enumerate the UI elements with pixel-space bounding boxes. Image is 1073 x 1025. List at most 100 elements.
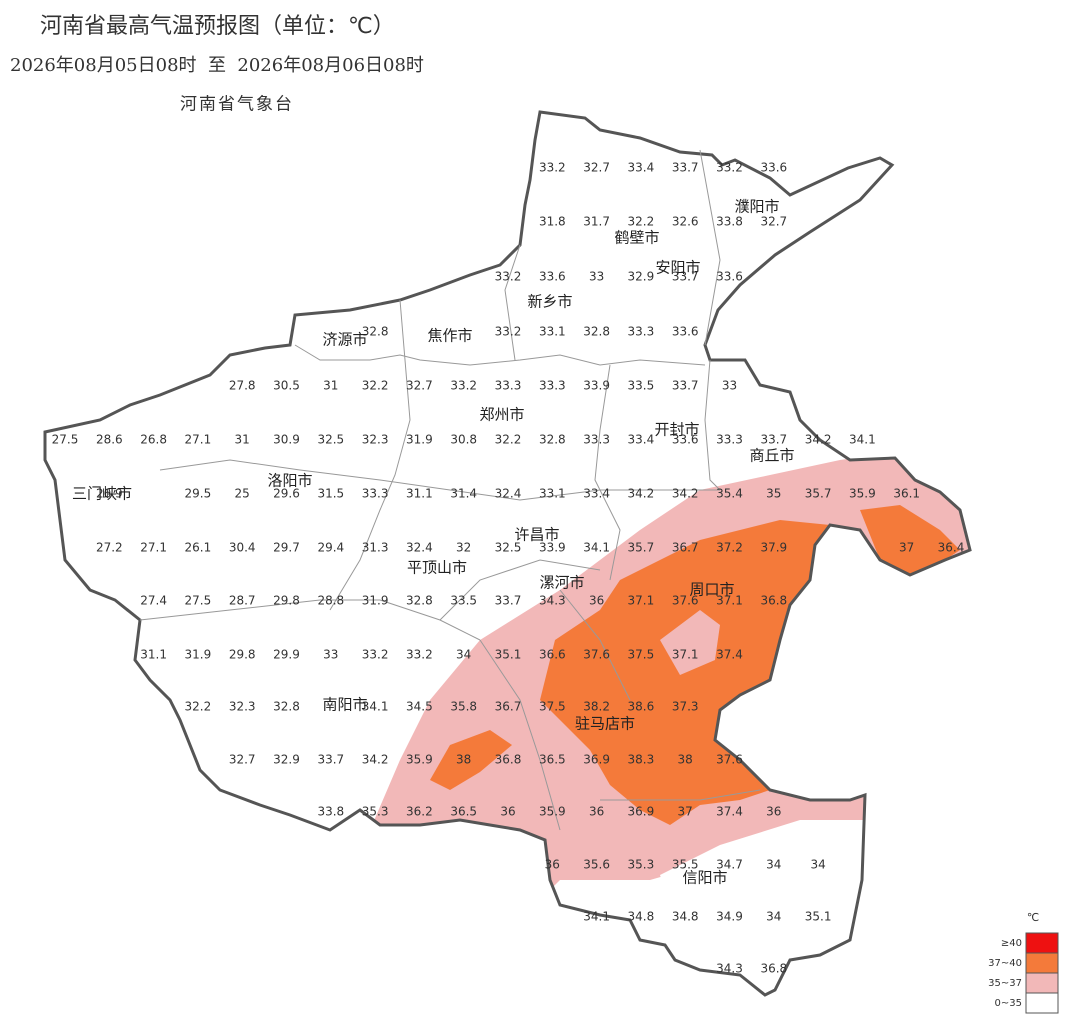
temperature-value: 37 <box>678 805 693 819</box>
temperature-value: 36.7 <box>672 541 699 555</box>
temperature-value: 30.9 <box>273 433 300 447</box>
legend-swatch <box>1025 932 1059 954</box>
temperature-value: 35.9 <box>539 805 566 819</box>
temperature-value: 34.3 <box>716 962 743 976</box>
temperature-value: 35.7 <box>628 541 655 555</box>
temperature-value: 32.2 <box>362 379 389 393</box>
city-label: 驻马店市 <box>575 715 635 733</box>
period: 2026年08月05日08时 至 2026年08月06日08时 <box>10 55 424 76</box>
temperature-value: 31.9 <box>185 648 212 662</box>
city-label: 洛阳市 <box>267 472 312 490</box>
temperature-value: 31.1 <box>406 487 433 501</box>
temperature-value: 33.7 <box>672 161 699 175</box>
temperature-value: 31 <box>235 433 250 447</box>
temperature-value: 29.8 <box>229 648 256 662</box>
temperature-value: 37.9 <box>760 541 787 555</box>
temperature-value: 37.4 <box>716 805 743 819</box>
temperature-value: 30.5 <box>273 379 300 393</box>
temperature-value: 37.6 <box>583 648 610 662</box>
temperature-value: 31.3 <box>362 541 389 555</box>
temperature-value: 35.3 <box>628 858 655 872</box>
temperature-value: 34.1 <box>362 700 389 714</box>
temperature-value: 34.7 <box>716 858 743 872</box>
city-label: 许昌市 <box>514 526 559 544</box>
temperature-value: 35.4 <box>716 487 743 501</box>
temperature-value: 33.6 <box>716 270 743 284</box>
temperature-value: 33.6 <box>672 325 699 339</box>
temperature-value: 32.4 <box>406 541 433 555</box>
temperature-value: 29.4 <box>317 541 344 555</box>
temperature-value: 34.9 <box>716 910 743 924</box>
city-label: 济源市 <box>322 331 367 349</box>
temperature-value: 33.1 <box>539 325 566 339</box>
temperature-value: 32.7 <box>583 161 610 175</box>
temperature-value: 38 <box>456 753 471 767</box>
temperature-value: 36.8 <box>495 753 522 767</box>
legend-label: 0~35 <box>995 998 1022 1009</box>
temperature-value: 35.9 <box>406 753 433 767</box>
temperature-value: 31.8 <box>539 215 566 229</box>
temperature-value: 32.9 <box>273 753 300 767</box>
temperature-value: 36.8 <box>760 962 787 976</box>
temperature-value: 36 <box>766 805 781 819</box>
temperature-value: 33.9 <box>539 541 566 555</box>
temperature-value: 33.3 <box>539 379 566 393</box>
temperature-value: 33.5 <box>628 379 655 393</box>
legend-label: ≥40 <box>1001 938 1022 949</box>
temperature-value: 30.4 <box>229 541 256 555</box>
temperature-value: 33.2 <box>716 161 743 175</box>
temperature-value: 34.8 <box>672 910 699 924</box>
legend-swatch <box>1025 972 1059 994</box>
temperature-value: 36 <box>545 858 560 872</box>
temperature-value: 31.7 <box>583 215 610 229</box>
temperature-value: 33.9 <box>583 379 610 393</box>
temperature-value: 31.9 <box>406 433 433 447</box>
temperature-value: 37.1 <box>628 594 655 608</box>
temperature-value: 36 <box>589 594 604 608</box>
temperature-value: 37.3 <box>672 700 699 714</box>
temperature-value: 36.1 <box>893 487 920 501</box>
temperature-value: 34 <box>810 858 825 872</box>
temperature-value: 33.2 <box>406 648 433 662</box>
temperature-value: 28.8 <box>317 594 344 608</box>
temperature-value: 35.7 <box>805 487 832 501</box>
temperature-value: 27.2 <box>96 541 123 555</box>
temperature-value: 33.2 <box>495 325 522 339</box>
legend-swatch <box>1025 992 1059 1014</box>
temperature-value: 32.5 <box>495 541 522 555</box>
temperature-value: 34.2 <box>628 487 655 501</box>
legend-label: 35~37 <box>988 978 1022 989</box>
temperature-value: 34.8 <box>628 910 655 924</box>
temperature-value: 26.8 <box>140 433 167 447</box>
temperature-value: 33.2 <box>539 161 566 175</box>
temperature-value: 32.7 <box>760 215 787 229</box>
temperature-value: 33.6 <box>760 161 787 175</box>
temperature-value: 37.4 <box>716 648 743 662</box>
temperature-value: 34.2 <box>805 433 832 447</box>
city-label: 平顶山市 <box>407 559 467 577</box>
temperature-value: 29.8 <box>273 594 300 608</box>
city-label: 郑州市 <box>479 406 524 424</box>
temperature-value: 34.1 <box>583 910 610 924</box>
temperature-value: 33.3 <box>495 379 522 393</box>
temperature-value: 29.6 <box>273 487 300 501</box>
temperature-value: 33.4 <box>628 161 655 175</box>
temperature-value: 32.8 <box>406 594 433 608</box>
temperature-value: 33.5 <box>450 594 477 608</box>
temperature-value: 32.5 <box>317 433 344 447</box>
temperature-value: 38.2 <box>583 700 610 714</box>
temperature-value: 33.7 <box>672 270 699 284</box>
temperature-value: 36.6 <box>539 648 566 662</box>
temperature-value: 33.8 <box>716 215 743 229</box>
temperature-value: 36.8 <box>760 594 787 608</box>
temperature-value: 33.7 <box>760 433 787 447</box>
legend-unit: ℃ <box>1027 911 1039 924</box>
temperature-value: 34.1 <box>849 433 876 447</box>
temperature-value: 32.4 <box>495 487 522 501</box>
temperature-value: 35.1 <box>495 648 522 662</box>
temperature-value: 35.5 <box>672 858 699 872</box>
values: 33.2 32.7 33.4 33.7 33.2 33.6 31.8 31.7 32.2 32.6… <box>52 161 965 976</box>
temperature-value: 36 <box>589 805 604 819</box>
